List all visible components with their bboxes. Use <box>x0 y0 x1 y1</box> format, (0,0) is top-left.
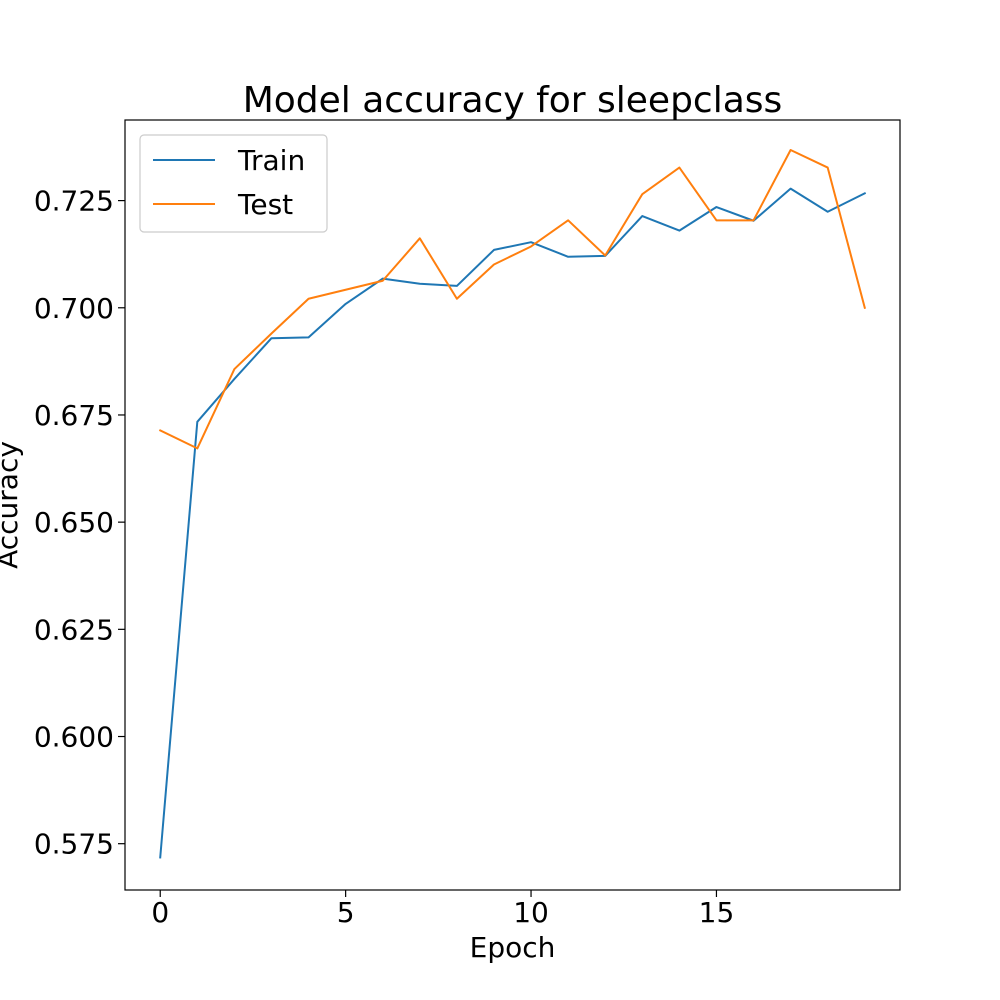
y-tick-label: 0.725 <box>34 185 114 218</box>
x-axis-ticks: 0 5 10 15 <box>151 890 734 929</box>
legend-label-test: Test <box>237 188 293 221</box>
y-tick-label: 0.700 <box>34 292 114 325</box>
legend-label-train: Train <box>237 144 305 177</box>
x-tick-label: 15 <box>699 896 735 929</box>
y-tick-label: 0.575 <box>34 828 114 861</box>
x-tick-label: 5 <box>337 896 355 929</box>
y-tick-label: 0.600 <box>34 721 114 754</box>
plot-frame <box>124 119 901 891</box>
y-tick-label: 0.675 <box>34 399 114 432</box>
x-tick-label: 0 <box>151 896 169 929</box>
legend: Train Test <box>139 134 328 233</box>
chart-title: Model accuracy for sleepclass <box>243 80 783 121</box>
series-layer <box>158 149 867 859</box>
series-line-test <box>158 149 866 450</box>
series-line-train <box>159 187 867 859</box>
y-axis-label: Accuracy <box>0 441 24 569</box>
y-tick-label: 0.650 <box>34 506 114 539</box>
y-axis-ticks: 0.575 0.600 0.625 0.650 0.675 0.700 0.725 <box>34 185 125 861</box>
y-tick-label: 0.625 <box>34 613 114 646</box>
plot-area <box>124 119 901 891</box>
x-tick-label: 10 <box>513 896 549 929</box>
x-axis-label: Epoch <box>470 931 556 964</box>
